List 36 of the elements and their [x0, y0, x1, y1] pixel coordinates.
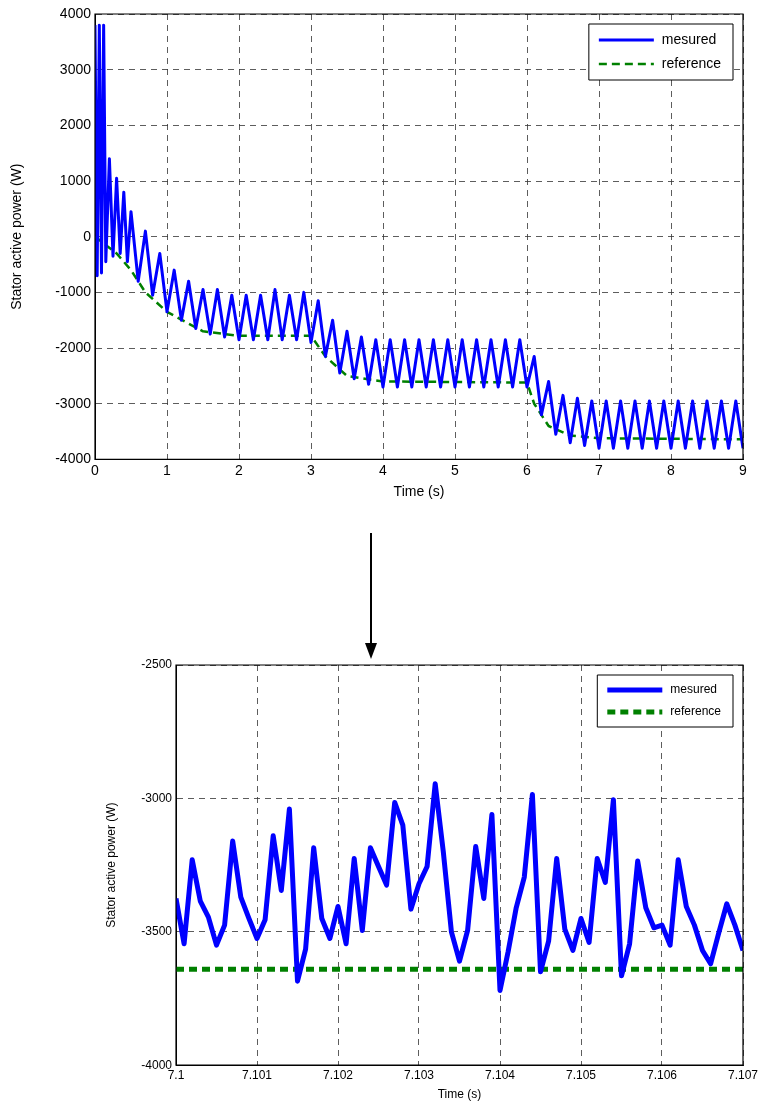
y-tick-label: -3000: [55, 394, 92, 411]
x-tick-label: 1: [163, 461, 172, 478]
y-tick-label: -2000: [55, 338, 92, 355]
x-tick-label: 7.104: [484, 1067, 516, 1082]
y-tick-label: -2500: [141, 657, 173, 672]
x-tick-label: 9: [739, 461, 748, 478]
y-tick-label: -1000: [55, 283, 92, 300]
x-tick-label: 7.102: [322, 1067, 354, 1082]
legend-label: reference: [670, 704, 722, 719]
x-tick-label: 7.107: [727, 1067, 759, 1082]
x-tick-label: 8: [667, 461, 676, 478]
legend-label: mesured: [670, 682, 717, 697]
x-tick-label: 7.101: [241, 1067, 273, 1082]
x-tick-label: 2: [235, 461, 244, 478]
x-axis-title: Time (s): [437, 1087, 482, 1102]
y-tick-label: -3500: [141, 924, 173, 939]
y-tick-label: 2000: [59, 116, 92, 133]
x-tick-label: 3: [307, 461, 316, 478]
y-axis-title: Stator active power (W): [8, 163, 25, 310]
x-tick-label: 5: [451, 461, 460, 478]
x-tick-label: 7.106: [646, 1067, 678, 1082]
y-tick-label: 3000: [59, 60, 92, 77]
y-tick-label: -4000: [55, 450, 92, 467]
legend-label: reference: [661, 54, 722, 71]
legend-label: mesured: [661, 30, 717, 47]
y-tick-label: 4000: [59, 4, 92, 21]
x-tick-label: 4: [379, 461, 388, 478]
y-axis-title: Stator active power (W): [103, 802, 118, 928]
x-tick-label: 7: [595, 461, 604, 478]
x-axis-title: Time (s): [393, 483, 445, 500]
x-tick-label: 7.103: [403, 1067, 435, 1082]
y-tick-label: -3000: [141, 790, 173, 805]
x-tick-label: 6: [523, 461, 532, 478]
y-tick-label: 1000: [59, 171, 92, 188]
x-tick-label: 7.105: [565, 1067, 597, 1082]
y-tick-label: 0: [83, 227, 92, 244]
